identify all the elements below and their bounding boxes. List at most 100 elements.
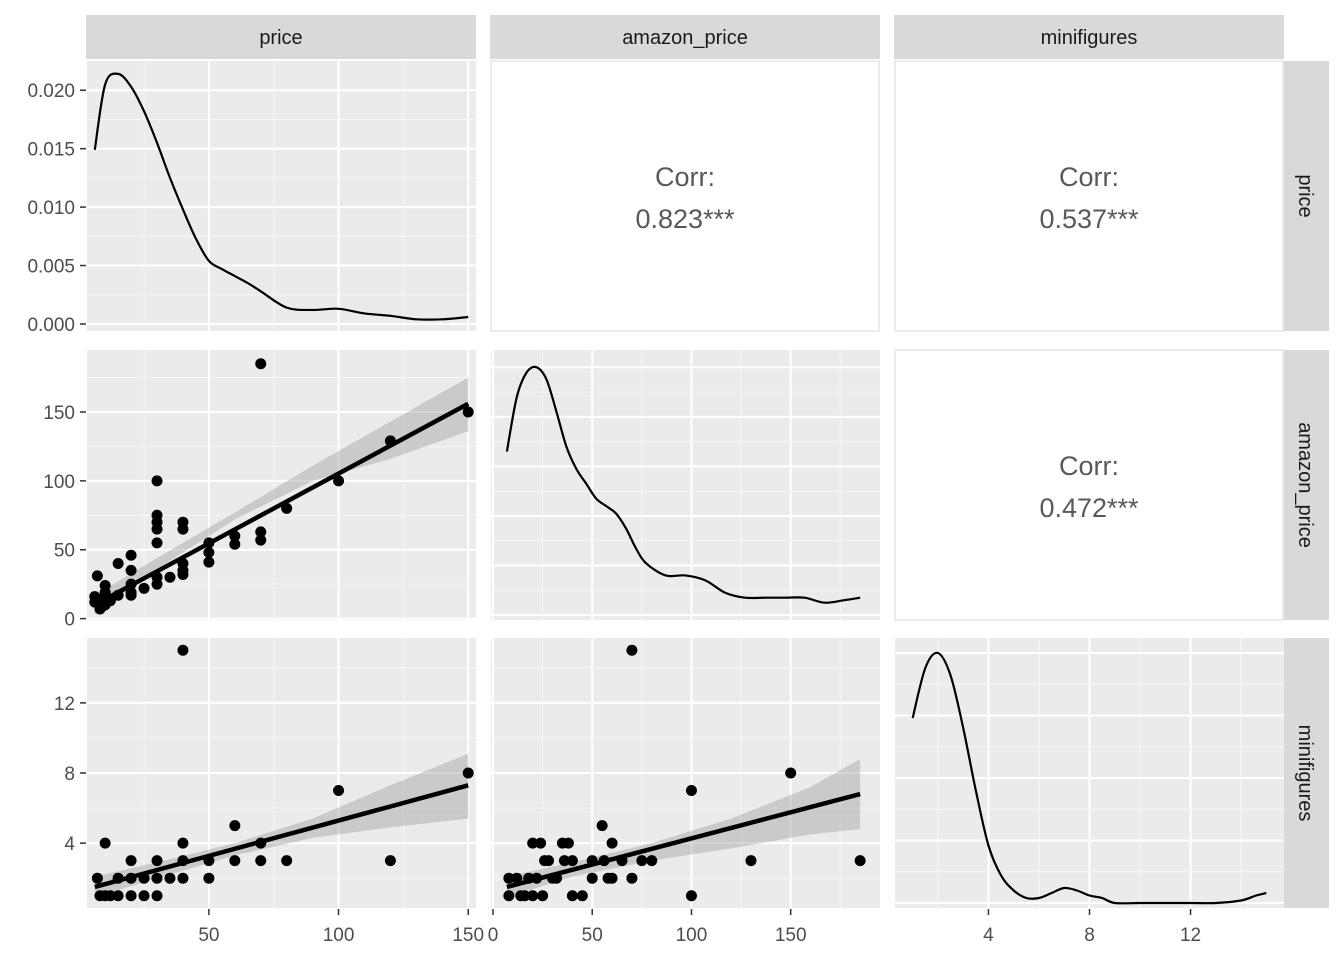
panel-background bbox=[87, 61, 476, 331]
y-tick-label-minifigures: 4 bbox=[64, 834, 75, 855]
data-point bbox=[519, 890, 531, 902]
data-point bbox=[112, 558, 124, 570]
data-point bbox=[511, 872, 523, 884]
corr-value-price-amazon-price: 0.823*** bbox=[635, 204, 735, 234]
data-point bbox=[125, 890, 137, 902]
corr-label-price-minifigures: Corr: bbox=[1059, 162, 1119, 192]
data-point bbox=[91, 872, 103, 884]
data-point bbox=[255, 855, 267, 867]
data-point bbox=[537, 890, 549, 902]
strip-top-price bbox=[86, 15, 476, 59]
data-point bbox=[151, 872, 163, 884]
x-tick-label-minifigures: 12 bbox=[1180, 925, 1201, 946]
panel-density-minifigures bbox=[895, 638, 1284, 908]
data-point bbox=[685, 785, 697, 797]
data-point bbox=[151, 523, 163, 535]
data-point bbox=[527, 837, 539, 849]
data-point bbox=[229, 855, 241, 867]
data-point bbox=[164, 872, 176, 884]
data-point bbox=[576, 890, 588, 902]
data-point bbox=[333, 785, 345, 797]
data-point bbox=[151, 890, 163, 902]
strip-right-price-label: price bbox=[1294, 174, 1316, 217]
x-tick-label-amazon_price: 0 bbox=[488, 925, 499, 946]
confidence-band bbox=[94, 377, 469, 615]
data-point bbox=[527, 890, 539, 902]
data-point bbox=[503, 890, 515, 902]
regression-line bbox=[94, 783, 469, 890]
data-point bbox=[854, 855, 866, 867]
corr-label-amazon-price-minifigures: Corr: bbox=[1059, 451, 1119, 481]
data-point bbox=[203, 556, 215, 568]
strip-right-amazon-price-label: amazon_price bbox=[1294, 422, 1316, 548]
data-point bbox=[503, 872, 515, 884]
x-tick-label-amazon_price: 150 bbox=[775, 925, 807, 946]
data-point bbox=[177, 837, 189, 849]
corr-panel-amazon-price-minifigures bbox=[894, 349, 1284, 621]
y-tick-label-amazon-price: 50 bbox=[54, 541, 75, 562]
data-point bbox=[91, 570, 103, 582]
data-point bbox=[203, 547, 215, 558]
density-curve-minifigures bbox=[911, 651, 1267, 905]
y-tick-label-amazon-price: 150 bbox=[43, 403, 75, 424]
data-point bbox=[543, 855, 555, 867]
data-point bbox=[229, 820, 241, 832]
strip-right-amazon-price bbox=[1284, 350, 1329, 620]
data-point bbox=[125, 855, 137, 867]
x-tick-label-minifigures: 4 bbox=[983, 925, 994, 946]
y-tick-label-density: 0.010 bbox=[27, 198, 75, 219]
data-point bbox=[626, 872, 638, 884]
x-tick-label-price: 100 bbox=[323, 925, 355, 946]
data-point bbox=[566, 855, 578, 867]
data-point bbox=[151, 855, 163, 867]
corr-panel-price-minifigures bbox=[894, 60, 1284, 332]
y-tick-label-density: 0.020 bbox=[27, 81, 75, 102]
data-point bbox=[203, 872, 215, 884]
data-point bbox=[462, 767, 474, 779]
data-point bbox=[566, 890, 578, 902]
data-point bbox=[177, 569, 189, 581]
plot-panels bbox=[87, 61, 1284, 908]
strip-top-amazon-price bbox=[490, 15, 880, 59]
data-point bbox=[596, 820, 608, 832]
data-point bbox=[112, 890, 124, 902]
panel-scatter-price-minifigures bbox=[87, 638, 476, 908]
strip-right-price bbox=[1284, 61, 1329, 331]
y-tick-label-minifigures: 8 bbox=[64, 764, 75, 785]
x-tick-label-amazon_price: 50 bbox=[582, 925, 603, 946]
panel-scatter-price-amazon_price bbox=[87, 350, 476, 620]
data-point bbox=[104, 890, 116, 902]
data-point bbox=[151, 578, 163, 590]
density-curve-amazon_price bbox=[505, 365, 861, 604]
strip-right-minifigures-label: minifigures bbox=[1294, 725, 1316, 822]
y-tick-label-amazon-price: 100 bbox=[43, 472, 75, 493]
data-point bbox=[229, 538, 241, 550]
data-point bbox=[99, 837, 111, 849]
data-point bbox=[125, 549, 137, 561]
data-point bbox=[177, 523, 189, 535]
strip-top-minifigures bbox=[894, 15, 1284, 59]
y-tick-label-minifigures: 12 bbox=[54, 694, 75, 715]
corr-panel-price-amazon-price bbox=[490, 60, 880, 332]
regression-line bbox=[93, 401, 470, 607]
data-point bbox=[535, 837, 547, 849]
panel-scatter-amazon_price-minifigures bbox=[491, 638, 880, 908]
data-point bbox=[384, 855, 396, 867]
data-point bbox=[558, 855, 570, 867]
data-point bbox=[333, 475, 345, 487]
data-point bbox=[745, 855, 757, 867]
data-point bbox=[151, 475, 163, 487]
data-point bbox=[177, 872, 189, 884]
y-tick-label-density: 0.000 bbox=[27, 315, 75, 336]
data-point bbox=[685, 890, 697, 902]
data-point bbox=[462, 406, 474, 418]
data-point bbox=[255, 534, 267, 546]
regression-line bbox=[506, 791, 861, 890]
data-point bbox=[138, 582, 150, 594]
data-point bbox=[177, 644, 189, 656]
density-curve-price bbox=[93, 72, 469, 321]
data-point bbox=[281, 502, 293, 514]
data-point bbox=[785, 767, 797, 779]
data-point bbox=[646, 855, 658, 867]
